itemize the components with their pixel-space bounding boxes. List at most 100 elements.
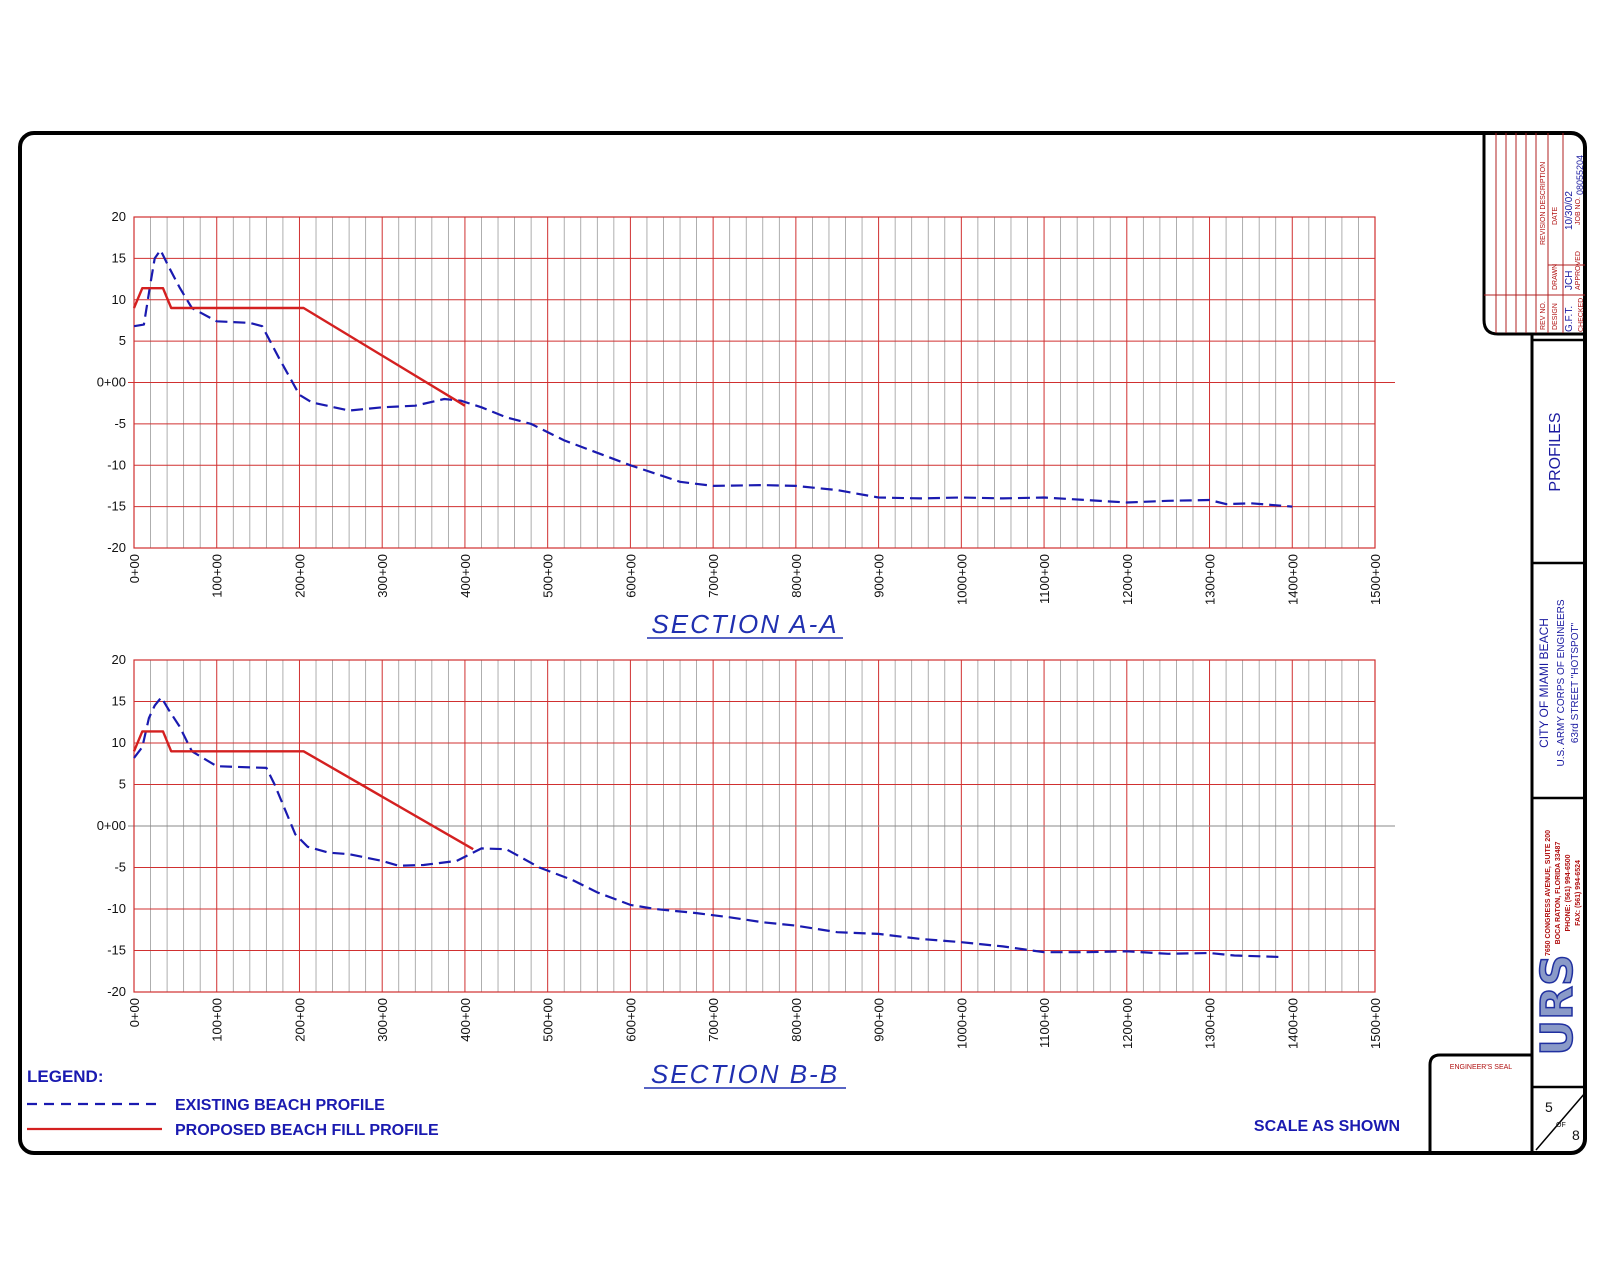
engineer-seal-box (1428, 1053, 1532, 1153)
legend-existing-label: EXISTING BEACH PROFILE (175, 1097, 385, 1114)
x-tick-label: 0+00 (127, 998, 142, 1027)
x-tick-label: 600+00 (623, 998, 638, 1042)
proposed-fill-line (132, 730, 474, 851)
section-a-a-grid (128, 216, 1395, 549)
sheet-number: 5 (1545, 1099, 1553, 1115)
x-tick-label: 1300+00 (1203, 554, 1218, 605)
x-tick-label: 1500+00 (1368, 554, 1383, 605)
x-tick-label: 300+00 (375, 554, 390, 598)
x-tick-label: 1500+00 (1368, 998, 1383, 1049)
y-tick-label: -10 (107, 457, 126, 472)
urs-logo: URS (1532, 954, 1583, 1055)
address-line-2: BOCA RATON, FLORIDA 33487 (1555, 842, 1562, 945)
section-b-b-title: SECTION B-B (651, 1059, 839, 1089)
section-b-b-chart: 20 15 10 5 0+00 -5 -10 -15 -20 0+00 100+00 200+00 3… (97, 652, 1395, 1089)
proposed-fill-line (132, 287, 466, 407)
client-line-2: U.S. ARMY CORPS OF ENGINEERS (1556, 599, 1567, 766)
section-a-a-series (132, 249, 1293, 508)
x-tick-label: 600+00 (623, 554, 638, 598)
section-a-a-chart: 20 15 10 5 0+00 -5 -10 -15 -20 0+00 100+00 200+00 3… (97, 209, 1395, 639)
section-b-b-x-ticks: 0+00 100+00 200+00 300+00 400+00 500+00 600+00… (127, 998, 1383, 1049)
date-value: 10/30/02 (1564, 191, 1575, 230)
revision-header: REVISION DESCRIPTION (1540, 162, 1547, 245)
sheet-of: OF (1556, 1122, 1566, 1129)
x-tick-label: 900+00 (872, 998, 887, 1042)
client-line-1: CITY OF MIAMI BEACH (1537, 618, 1551, 748)
y-tick-label: -10 (107, 901, 126, 916)
sheet-total: 8 (1572, 1127, 1580, 1143)
job-value: 08055204 (1575, 155, 1585, 195)
x-tick-label: 800+00 (789, 554, 804, 598)
x-tick-label: 1100+00 (1037, 554, 1052, 604)
scale-note: SCALE AS SHOWN (1254, 1118, 1400, 1135)
y-tick-label: -20 (107, 984, 126, 999)
title-block: REVISION DESCRIPTION REV NO. DESIGN DATE… (1428, 133, 1586, 1153)
section-a-a-x-ticks: 0+00 100+00 200+00 300+00 400+00 500+00 600+00… (127, 554, 1383, 605)
x-tick-label: 0+00 (127, 554, 142, 583)
y-tick-label: 0+00 (97, 818, 126, 833)
x-tick-label: 400+00 (458, 998, 473, 1042)
existing-profile-line (133, 696, 1285, 959)
x-tick-label: 100+00 (210, 998, 225, 1042)
y-tick-label: -20 (107, 540, 126, 555)
section-a-a-y-ticks: 20 15 10 5 0+00 -5 -10 -15 -20 (97, 209, 126, 555)
y-tick-label: 5 (119, 333, 126, 348)
section-b-b-y-ticks: 20 15 10 5 0+00 -5 -10 -15 -20 (97, 652, 126, 999)
rev-no-label: REV NO. (1540, 301, 1547, 330)
x-tick-label: 1400+00 (1285, 554, 1300, 605)
sheet-border (18, 131, 1587, 1155)
section-a-a-title: SECTION A-A (651, 609, 838, 639)
x-tick-label: 1000+00 (954, 554, 969, 605)
design-value: G.F.T. (1564, 306, 1575, 332)
address-line-3: PHONE: (561) 994-6500 (1565, 854, 1572, 931)
revision-table-border (1482, 133, 1585, 336)
y-tick-label: -5 (114, 860, 126, 875)
date-label: DATE (1552, 207, 1559, 225)
approved-label: APPROVED (1575, 251, 1582, 290)
y-tick-label: 20 (112, 209, 126, 224)
y-tick-label: 15 (112, 250, 126, 265)
y-tick-label: -15 (107, 499, 126, 514)
section-b-b-series (132, 696, 1285, 959)
x-tick-label: 800+00 (789, 998, 804, 1042)
x-tick-label: 400+00 (458, 554, 473, 598)
address-line-4: FAX: (561) 994-6524 (1575, 860, 1582, 926)
client-line-3: 63rd STREET "HOTSPOT" (1570, 622, 1581, 743)
revision-table: REVISION DESCRIPTION REV NO. DESIGN DATE… (1484, 133, 1585, 333)
x-tick-label: 900+00 (872, 554, 887, 598)
x-tick-label: 1300+00 (1203, 998, 1218, 1049)
legend: LEGEND: EXISTING BEACH PROFILE PROPOSED … (27, 1067, 439, 1139)
x-tick-label: 300+00 (375, 998, 390, 1042)
plot-area-frame (133, 659, 1376, 993)
y-tick-label: 20 (112, 652, 126, 667)
x-tick-label: 1200+00 (1120, 998, 1135, 1049)
x-tick-label: 1100+00 (1037, 998, 1052, 1048)
x-tick-label: 700+00 (706, 554, 721, 598)
y-tick-label: 10 (112, 735, 126, 750)
y-tick-label: 0+00 (97, 375, 126, 390)
sheet-title: PROFILES (1547, 412, 1564, 491)
x-tick-label: 1200+00 (1120, 554, 1135, 605)
job-label: JOB NO. (1575, 197, 1582, 225)
drawn-label: DRAWN (1552, 264, 1559, 290)
y-tick-label: -5 (114, 416, 126, 431)
x-tick-label: 100+00 (210, 554, 225, 598)
address-line-1: 7650 CONGRESS AVENUE, SUITE 200 (1545, 830, 1552, 956)
drawn-value: JCH (1564, 271, 1575, 290)
sheet-number-diagonal (1535, 1092, 1586, 1151)
y-tick-label: -15 (107, 943, 126, 958)
x-tick-label: 200+00 (292, 998, 307, 1042)
y-tick-label: 10 (112, 292, 126, 307)
y-tick-label: 5 (119, 777, 126, 792)
engineer-seal-label: ENGINEER'S SEAL (1450, 1064, 1513, 1071)
x-tick-label: 700+00 (706, 998, 721, 1042)
y-tick-label: 15 (112, 694, 126, 709)
x-tick-label: 1000+00 (954, 998, 969, 1049)
legend-heading: LEGEND: (27, 1067, 104, 1086)
section-b-b-grid (128, 659, 1395, 993)
x-tick-label: 200+00 (292, 554, 307, 598)
checked-label: CHECKED (1578, 298, 1585, 332)
design-label: DESIGN (1552, 303, 1559, 330)
x-tick-label: 500+00 (541, 998, 556, 1042)
